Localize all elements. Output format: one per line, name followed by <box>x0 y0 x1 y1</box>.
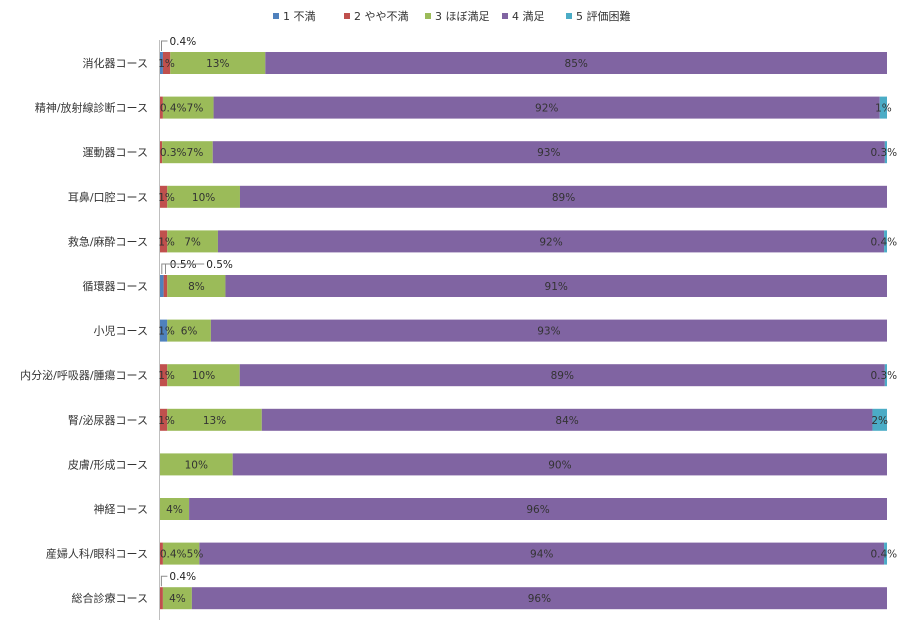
legend-item: 2 やや不満 <box>344 10 409 23</box>
category-label: 小児コース <box>94 325 148 338</box>
category-label: 皮膚/形成コース <box>68 457 148 471</box>
bar-row: 救急/麻酔コース 1% 7% 92% 0.4% <box>68 230 897 252</box>
data-label: 1% <box>158 58 175 70</box>
data-label: 92% <box>539 236 562 248</box>
callout-label: 0.5% <box>206 259 233 271</box>
bar-row: 内分泌/呼吸器/腫瘍コース 1% 10% 89% 0.3% <box>20 364 897 386</box>
leader-line <box>161 576 167 586</box>
bar-segment <box>160 275 164 297</box>
category-label: 循環器コース <box>83 280 148 293</box>
bar-row: 運動器コース 0.3% 7% 93% 0.3% <box>83 141 898 163</box>
legend-swatch <box>502 13 508 19</box>
bars: 消化器コース 1% 13% 85%精神/放射線診断コース 0.4% 7% 92% 1%運動器コ… <box>20 52 897 609</box>
bar-row: 消化器コース 1% 13% 85% <box>83 52 887 74</box>
data-label: 85% <box>565 58 588 70</box>
legend-swatch <box>566 13 572 19</box>
bar-row: 循環器コース 8% 91% <box>83 275 887 297</box>
bar-row: 耳鼻/口腔コース 1% 10% 89% <box>68 186 887 208</box>
data-label: 89% <box>552 192 575 204</box>
data-label: 13% <box>206 58 229 70</box>
bar-row: 腎/泌尿器コース 1% 13% 84% 2% <box>68 409 888 431</box>
data-label: 13% <box>203 415 226 427</box>
data-label: 96% <box>526 504 549 516</box>
data-label: 0.3% <box>870 147 897 159</box>
data-label: 0.4% <box>160 103 187 115</box>
data-label: 94% <box>530 549 553 561</box>
category-label: 腎/泌尿器コース <box>68 414 148 427</box>
legend-item: 1 不満 <box>273 10 316 23</box>
legend-label: 3 ほぼ満足 <box>435 10 490 23</box>
legend-swatch <box>344 13 350 19</box>
bar-segment <box>164 275 168 297</box>
data-label: 0.3% <box>870 370 897 382</box>
data-label: 4% <box>166 504 183 516</box>
data-label: 93% <box>537 147 560 159</box>
legend-label: 4 満足 <box>512 10 545 23</box>
category-label: 神経コース <box>94 502 148 516</box>
data-label: 8% <box>188 281 205 293</box>
category-label: 総合診療コース <box>72 591 148 605</box>
callout-label: 0.5% <box>170 259 197 271</box>
data-label: 91% <box>545 281 568 293</box>
callout: 0.4% <box>162 36 197 51</box>
legend-item: 5 評価困難 <box>566 9 631 23</box>
bar-row: 総合診療コース 4% 96% <box>72 587 887 609</box>
data-label: 4% <box>169 593 186 605</box>
category-label: 運動器コース <box>83 145 148 159</box>
data-label: 1% <box>158 370 175 382</box>
legend: 1 不満 2 やや不満 3 ほぼ満足 4 満足 5 評価困難 <box>273 9 631 23</box>
data-label: 96% <box>528 593 551 605</box>
data-label: 1% <box>875 103 892 115</box>
legend-swatch <box>273 13 279 19</box>
data-label: 93% <box>537 326 560 338</box>
legend-item: 4 満足 <box>502 10 545 23</box>
data-label: 0.4% <box>870 236 897 248</box>
category-label: 内分泌/呼吸器/腫瘍コース <box>20 368 148 382</box>
leader-line <box>162 41 168 51</box>
bar-row: 皮膚/形成コース 10% 90% <box>68 453 887 475</box>
data-label: 1% <box>158 326 175 338</box>
callout: 0.5% <box>162 259 197 274</box>
data-label: 7% <box>187 147 204 159</box>
data-label: 5% <box>187 549 204 561</box>
data-label: 0.3% <box>160 147 187 159</box>
category-label: 精神/放射線診断コース <box>35 101 148 115</box>
category-label: 救急/麻酔コース <box>68 234 148 248</box>
legend-swatch <box>425 13 431 19</box>
data-label: 90% <box>548 459 571 471</box>
data-label: 89% <box>551 370 574 382</box>
callout: 0.4% <box>161 571 196 586</box>
legend-label: 1 不満 <box>283 10 316 23</box>
data-label: 7% <box>187 103 204 115</box>
data-label: 7% <box>184 236 201 248</box>
bar-row: 精神/放射線診断コース 0.4% 7% 92% 1% <box>35 97 892 119</box>
data-label: 92% <box>535 103 558 115</box>
bar-row: 小児コース 1% 6% 93% <box>94 320 887 342</box>
data-label: 6% <box>181 326 198 338</box>
data-label: 10% <box>192 192 215 204</box>
data-label: 10% <box>185 459 208 471</box>
legend-label: 2 やや不満 <box>354 10 409 23</box>
callout-label: 0.4% <box>170 36 197 48</box>
data-label: 1% <box>158 415 175 427</box>
category-label: 耳鼻/口腔コース <box>68 190 148 204</box>
data-label: 1% <box>158 236 175 248</box>
category-label: 産婦人科/眼科コース <box>46 547 148 561</box>
data-label: 84% <box>555 415 578 427</box>
data-label: 0.4% <box>160 549 187 561</box>
legend-label: 5 評価困難 <box>576 9 631 23</box>
data-label: 2% <box>871 415 888 427</box>
bar-row: 産婦人科/眼科コース 0.4% 5% 94% 0.4% <box>46 543 897 565</box>
legend-item: 3 ほぼ満足 <box>425 10 490 23</box>
data-label: 10% <box>192 370 215 382</box>
leader-line <box>162 264 168 274</box>
data-label: 0.4% <box>870 549 897 561</box>
category-label: 消化器コース <box>83 56 148 70</box>
bar-row: 神経コース 4% 96% <box>94 498 887 520</box>
data-label: 1% <box>158 192 175 204</box>
callout-label: 0.4% <box>169 571 196 583</box>
bar-segment <box>160 587 163 609</box>
